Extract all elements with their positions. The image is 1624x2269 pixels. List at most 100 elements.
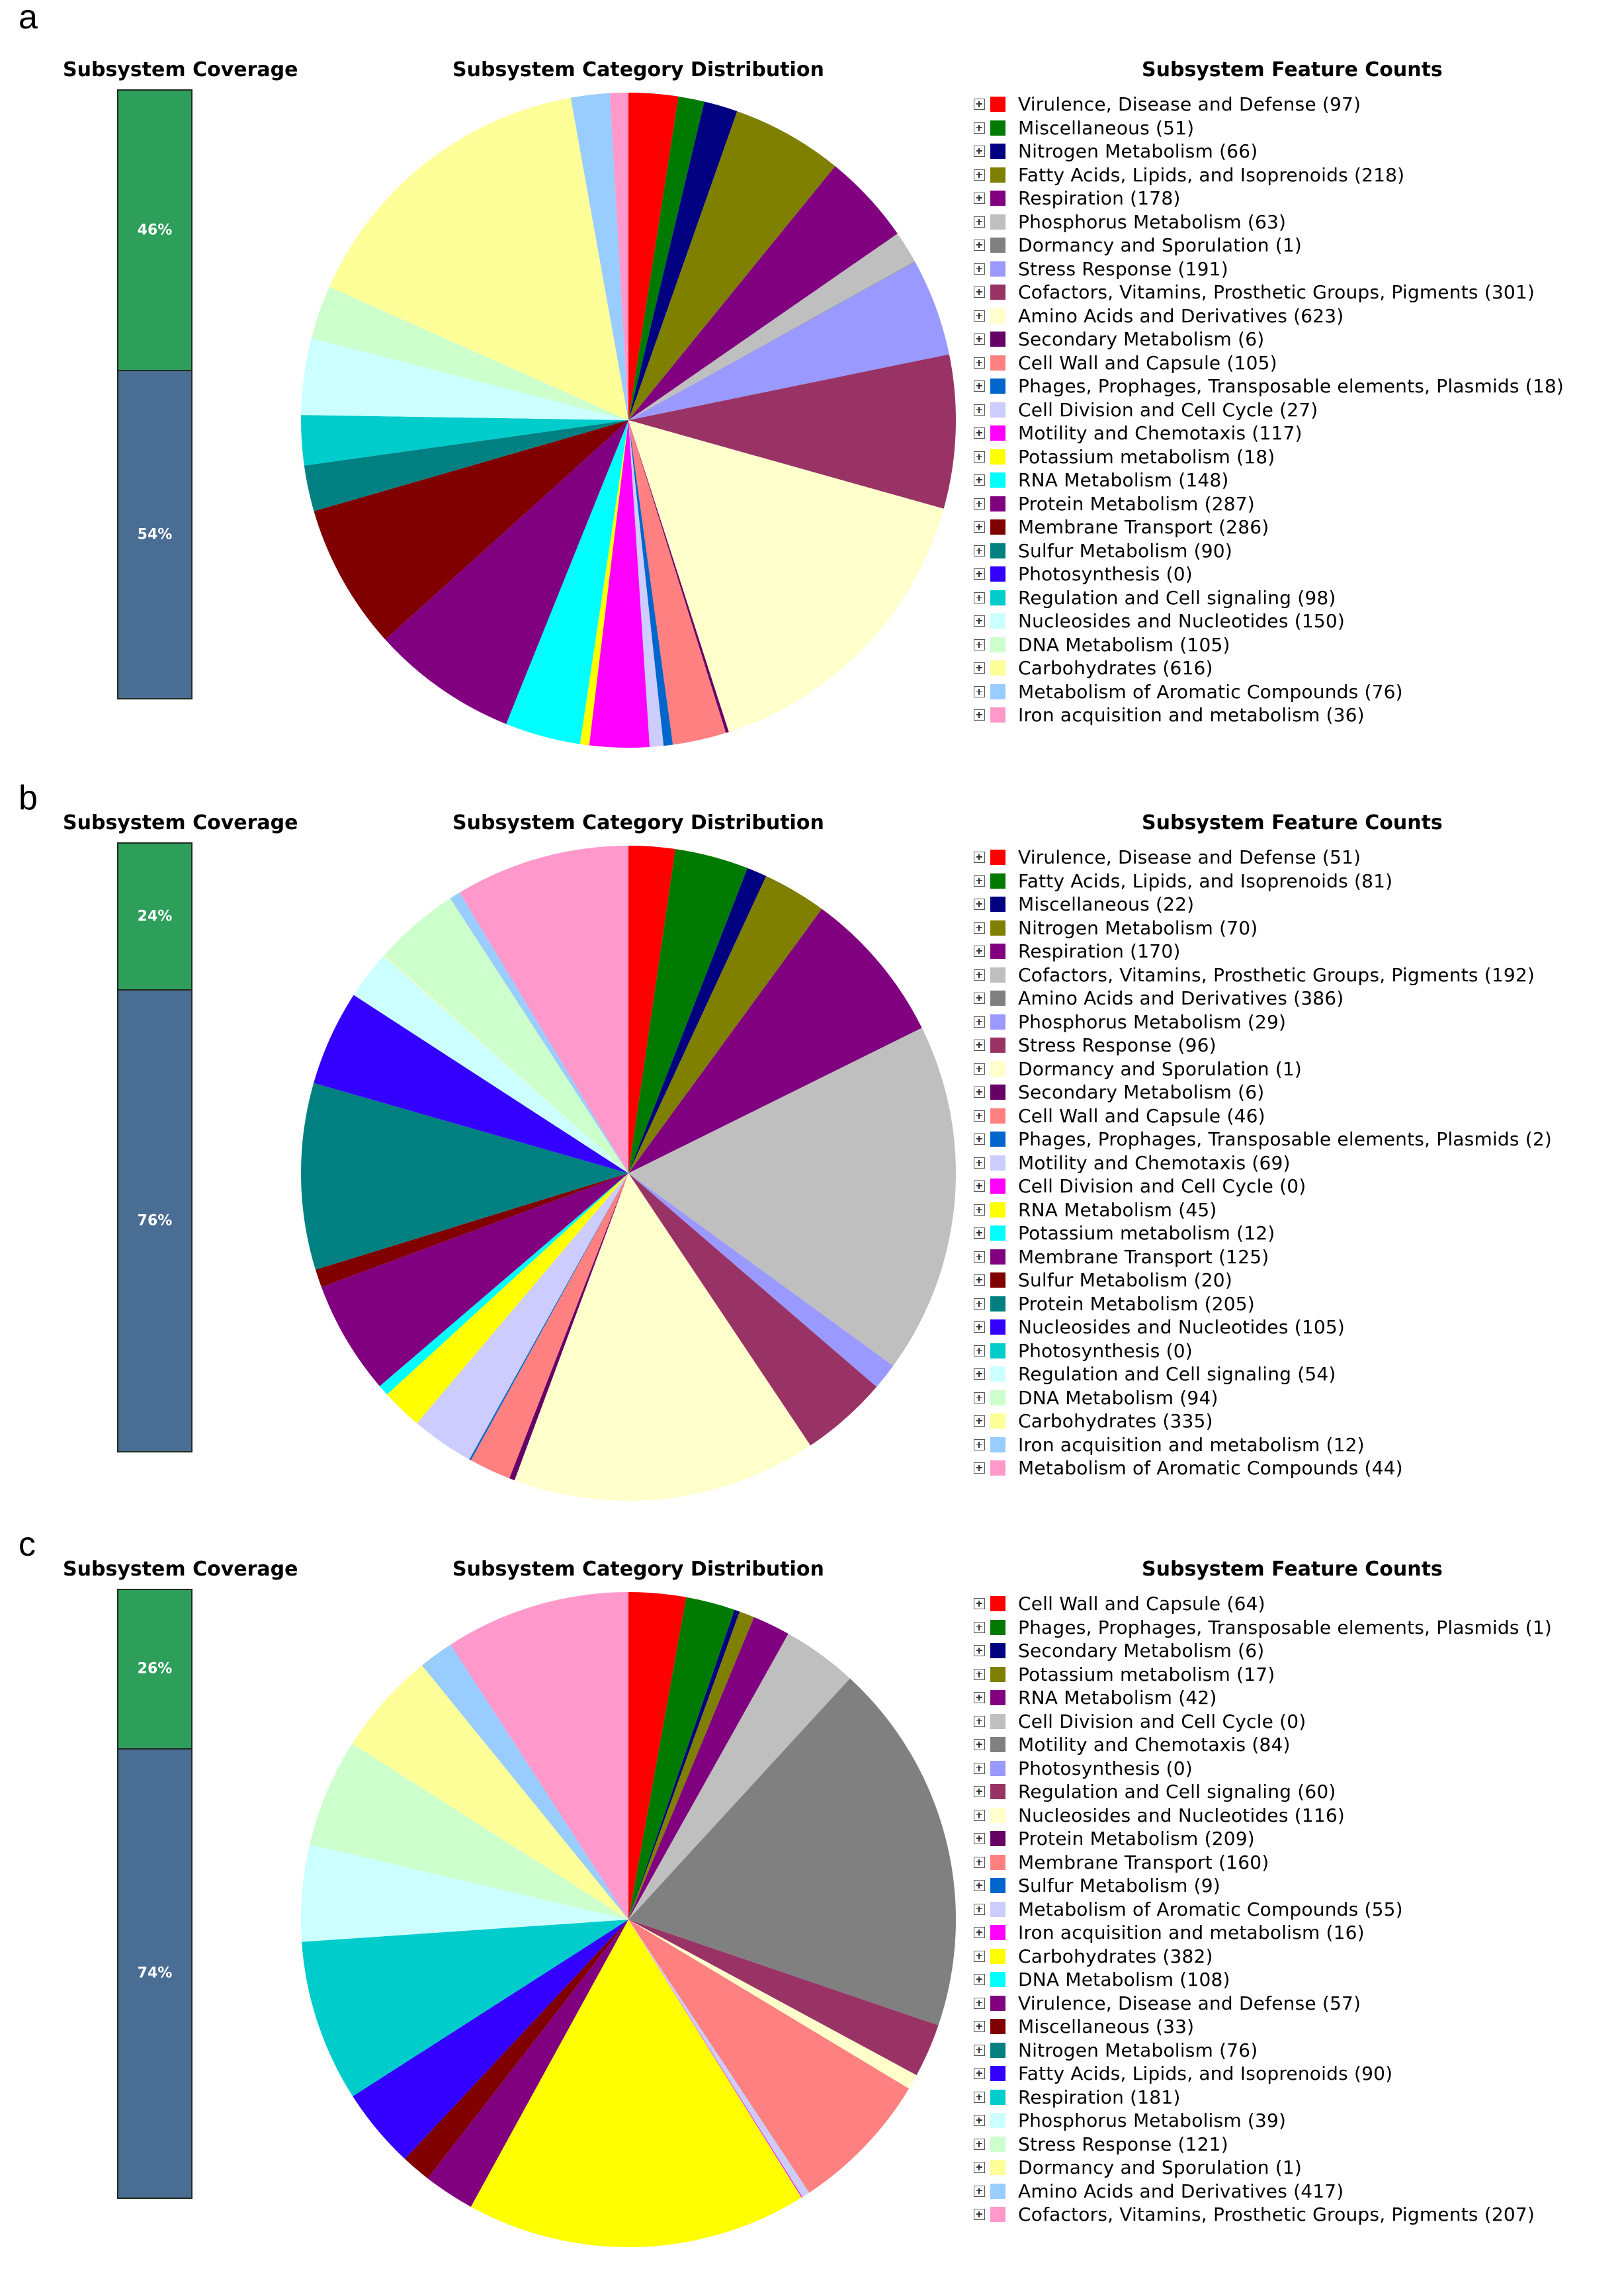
expand-plus-icon[interactable] — [974, 686, 985, 697]
pie-slice[interactable]: Secondary Metabolism (6) — [509, 1173, 628, 1481]
legend-item[interactable]: Iron acquisition and metabolism (36) — [974, 703, 1564, 727]
pie-slice[interactable]: RNA Metabolism (42) — [628, 1617, 789, 1920]
pie-slice[interactable]: Cell Division and Cell Cycle (27) — [628, 420, 664, 747]
pie-slice[interactable]: Sulfur Metabolism (90) — [304, 420, 628, 512]
pie-slice[interactable]: Potassium metabolism (17) — [628, 1611, 754, 1920]
legend-item[interactable]: Secondary Metabolism (6) — [974, 1639, 1552, 1663]
pie-slice[interactable]: Cofactors, Vitamins, Prosthetic Groups, … — [628, 354, 957, 509]
expand-plus-icon[interactable] — [974, 1298, 985, 1310]
legend-item[interactable]: Regulation and Cell signaling (98) — [974, 586, 1564, 610]
legend-item[interactable]: Membrane Transport (286) — [974, 515, 1564, 539]
expand-plus-icon[interactable] — [974, 1157, 985, 1169]
pie-slice[interactable]: Stress Response (121) — [310, 1744, 628, 1920]
expand-plus-icon[interactable] — [974, 2068, 985, 2080]
pie-slice[interactable]: Carbohydrates (382) — [470, 1920, 802, 2248]
legend-item[interactable]: DNA Metabolism (94) — [974, 1386, 1552, 1410]
legend-item[interactable]: Virulence, Disease and Defense (51) — [974, 846, 1552, 869]
expand-plus-icon[interactable] — [974, 1621, 985, 1633]
expand-plus-icon[interactable] — [974, 357, 985, 369]
legend-item[interactable]: Nucleosides and Nucleotides (105) — [974, 1315, 1552, 1339]
expand-plus-icon[interactable] — [974, 287, 985, 298]
legend-item[interactable]: Nitrogen Metabolism (70) — [974, 916, 1552, 940]
expand-plus-icon[interactable] — [974, 169, 985, 181]
legend-item[interactable]: Phages, Prophages, Transposable elements… — [974, 1616, 1552, 1640]
expand-plus-icon[interactable] — [974, 474, 985, 486]
legend-item[interactable]: Regulation and Cell signaling (60) — [974, 1780, 1552, 1804]
expand-plus-icon[interactable] — [974, 1415, 985, 1427]
expand-plus-icon[interactable] — [974, 1321, 985, 1333]
pie-slice[interactable]: Amino Acids and Derivatives (417) — [628, 1678, 957, 2025]
legend-item[interactable]: Nitrogen Metabolism (76) — [974, 2039, 1552, 2063]
legend-item[interactable]: Cell Wall and Capsule (105) — [974, 351, 1564, 375]
expand-plus-icon[interactable] — [974, 216, 985, 228]
expand-plus-icon[interactable] — [974, 334, 985, 345]
legend-item[interactable]: Photosynthesis (0) — [974, 1339, 1552, 1363]
pie-slice[interactable]: Nitrogen Metabolism (66) — [628, 101, 738, 421]
expand-plus-icon[interactable] — [974, 2044, 985, 2056]
legend-item[interactable]: Fatty Acids, Lipids, and Isoprenoids (21… — [974, 163, 1564, 187]
expand-plus-icon[interactable] — [974, 2138, 985, 2150]
expand-plus-icon[interactable] — [974, 1833, 985, 1845]
legend-item[interactable]: Cofactors, Vitamins, Prosthetic Groups, … — [974, 281, 1564, 304]
legend-item[interactable]: Cell Wall and Capsule (64) — [974, 1592, 1552, 1616]
pie-slice[interactable]: Virulence, Disease and Defense (51) — [628, 846, 675, 1173]
legend-item[interactable]: Carbohydrates (382) — [974, 1945, 1552, 1969]
pie-slice[interactable]: Cell Wall and Capsule (46) — [470, 1173, 628, 1479]
legend-item[interactable]: Membrane Transport (125) — [974, 1245, 1552, 1269]
expand-plus-icon[interactable] — [974, 1087, 985, 1098]
pie-slice[interactable]: Stress Response (191) — [628, 261, 949, 420]
legend-item[interactable]: DNA Metabolism (105) — [974, 633, 1564, 657]
expand-plus-icon[interactable] — [974, 1274, 985, 1286]
expand-plus-icon[interactable] — [974, 568, 985, 580]
legend-item[interactable]: Nucleosides and Nucleotides (116) — [974, 1804, 1552, 1828]
pie-slice[interactable]: Membrane Transport (125) — [321, 1173, 628, 1386]
expand-plus-icon[interactable] — [974, 1786, 985, 1798]
legend-item[interactable]: Cell Division and Cell Cycle (0) — [974, 1710, 1552, 1734]
pie-slice[interactable]: Phages, Prophages, Transposable elements… — [469, 1173, 628, 1460]
legend-item[interactable]: Iron acquisition and metabolism (16) — [974, 1921, 1552, 1945]
legend-item[interactable]: Fatty Acids, Lipids, and Isoprenoids (90… — [974, 2062, 1552, 2086]
expand-plus-icon[interactable] — [974, 451, 985, 463]
expand-plus-icon[interactable] — [974, 2162, 985, 2174]
expand-plus-icon[interactable] — [974, 875, 985, 887]
expand-plus-icon[interactable] — [974, 545, 985, 556]
pie-slice[interactable]: Carbohydrates (335) — [514, 1173, 811, 1501]
pie-slice[interactable]: RNA Metabolism (148) — [506, 420, 628, 744]
expand-plus-icon[interactable] — [974, 1739, 985, 1751]
legend-item[interactable]: Photosynthesis (0) — [974, 562, 1564, 586]
pie-slice[interactable]: Phosphorus Metabolism (39) — [421, 1644, 628, 1920]
expand-plus-icon[interactable] — [974, 263, 985, 275]
pie-slice[interactable]: Potassium metabolism (18) — [579, 420, 628, 746]
pie-slice[interactable]: Respiration (170) — [628, 909, 922, 1173]
legend-item[interactable]: Sulfur Metabolism (20) — [974, 1268, 1552, 1292]
pie-slice[interactable]: Membrane Transport (286) — [314, 420, 628, 640]
expand-plus-icon[interactable] — [974, 2091, 985, 2103]
pie-slice[interactable]: Cell Wall and Capsule (105) — [628, 420, 726, 745]
legend-item[interactable]: Metabolism of Aromatic Compounds (44) — [974, 1456, 1552, 1480]
expand-plus-icon[interactable] — [974, 2209, 985, 2221]
pie-slice[interactable]: Phages, Prophages, Transposable elements… — [628, 420, 673, 746]
pie-slice[interactable]: Dormancy and Sporulation (1) — [628, 261, 916, 420]
legend-item[interactable]: RNA Metabolism (42) — [974, 1686, 1552, 1710]
pie-slice[interactable]: Metabolism of Aromatic Compounds (55) — [628, 1597, 735, 1920]
pie-slice[interactable]: Phosphorus Metabolism (29) — [628, 1173, 894, 1387]
expand-plus-icon[interactable] — [974, 852, 985, 864]
pie-slice[interactable]: Dormancy and Sporulation (1) — [384, 954, 628, 1173]
expand-plus-icon[interactable] — [974, 1974, 985, 1986]
legend-item[interactable]: Amino Acids and Derivatives (386) — [974, 987, 1552, 1010]
legend-item[interactable]: Nitrogen Metabolism (66) — [974, 140, 1564, 163]
pie-slice[interactable]: Protein Metabolism (287) — [385, 420, 628, 725]
expand-plus-icon[interactable] — [974, 1134, 985, 1145]
expand-plus-icon[interactable] — [974, 1927, 985, 1939]
pie-slice[interactable]: Iron acquisition and metabolism (12) — [450, 892, 628, 1173]
pie-slice[interactable]: Nucleosides and Nucleotides (116) — [352, 1665, 628, 1920]
pie-slice[interactable]: Miscellaneous (33) — [405, 1920, 628, 2179]
pie-slice[interactable]: Phages, Prophages, Transposable elements… — [628, 1920, 802, 2198]
legend-item[interactable]: Respiration (181) — [974, 2086, 1552, 2110]
legend-item[interactable]: Phosphorus Metabolism (29) — [974, 1010, 1552, 1034]
expand-plus-icon[interactable] — [974, 427, 985, 439]
legend-item[interactable]: Protein Metabolism (209) — [974, 1827, 1552, 1851]
expand-plus-icon[interactable] — [974, 1668, 985, 1680]
legend-item[interactable]: Potassium metabolism (18) — [974, 445, 1564, 469]
expand-plus-icon[interactable] — [974, 969, 985, 981]
